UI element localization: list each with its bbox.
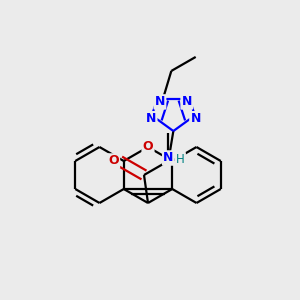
Text: O: O [143, 140, 153, 154]
Text: H: H [176, 153, 185, 166]
Text: N: N [155, 95, 165, 108]
Text: N: N [190, 112, 201, 125]
Text: N: N [146, 112, 156, 125]
Text: N: N [163, 152, 173, 164]
Text: N: N [182, 95, 192, 108]
Text: O: O [108, 154, 119, 167]
